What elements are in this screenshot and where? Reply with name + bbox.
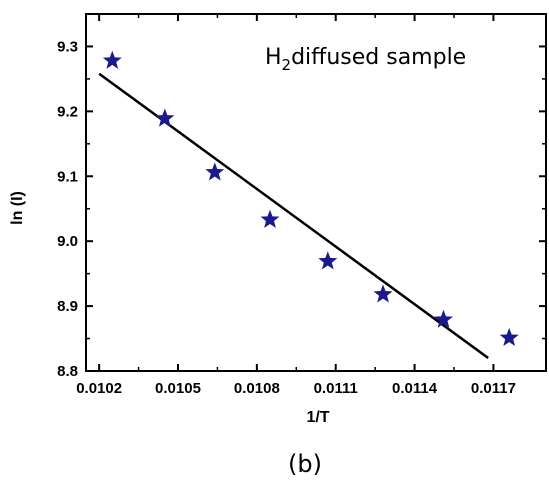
data-point <box>433 309 453 328</box>
x-tick-label: 0.0111 <box>314 380 358 397</box>
panel-label: (b) <box>288 450 322 478</box>
y-axis-label: ln (I) <box>9 191 26 225</box>
data-point <box>318 251 338 270</box>
data-point <box>102 50 122 69</box>
x-axis-ticks: 0.0102 0.0105 0.0108 0.0111 0.0114 0.0117 <box>76 14 516 397</box>
data-point <box>499 327 519 346</box>
x-tick-label: 0.0105 <box>155 380 201 397</box>
y-tick-label: 9.3 <box>57 38 78 55</box>
y-tick-label: 8.8 <box>57 363 78 380</box>
data-point <box>260 209 280 228</box>
x-tick-label: 0.0102 <box>76 380 122 397</box>
data-points <box>102 50 519 346</box>
x-axis-label: 1/T <box>306 409 329 426</box>
y-tick-label: 9.1 <box>57 168 78 185</box>
y-tick-label: 8.9 <box>57 298 78 315</box>
plot-frame <box>85 13 547 372</box>
y-axis-ticks: 8.8 8.9 9.0 9.1 9.2 9.3 <box>57 38 546 380</box>
x-tick-label: 0.0117 <box>471 380 516 397</box>
data-point <box>373 284 393 303</box>
x-tick-label: 0.0108 <box>234 380 280 397</box>
data-point <box>205 162 225 181</box>
plot-border <box>85 13 547 372</box>
x-tick-label: 0.0114 <box>392 380 438 397</box>
data-point <box>155 108 175 127</box>
annotation-text: H2diffused sample <box>265 45 466 74</box>
y-tick-label: 9.2 <box>57 103 78 120</box>
y-tick-label: 9.0 <box>57 233 78 250</box>
